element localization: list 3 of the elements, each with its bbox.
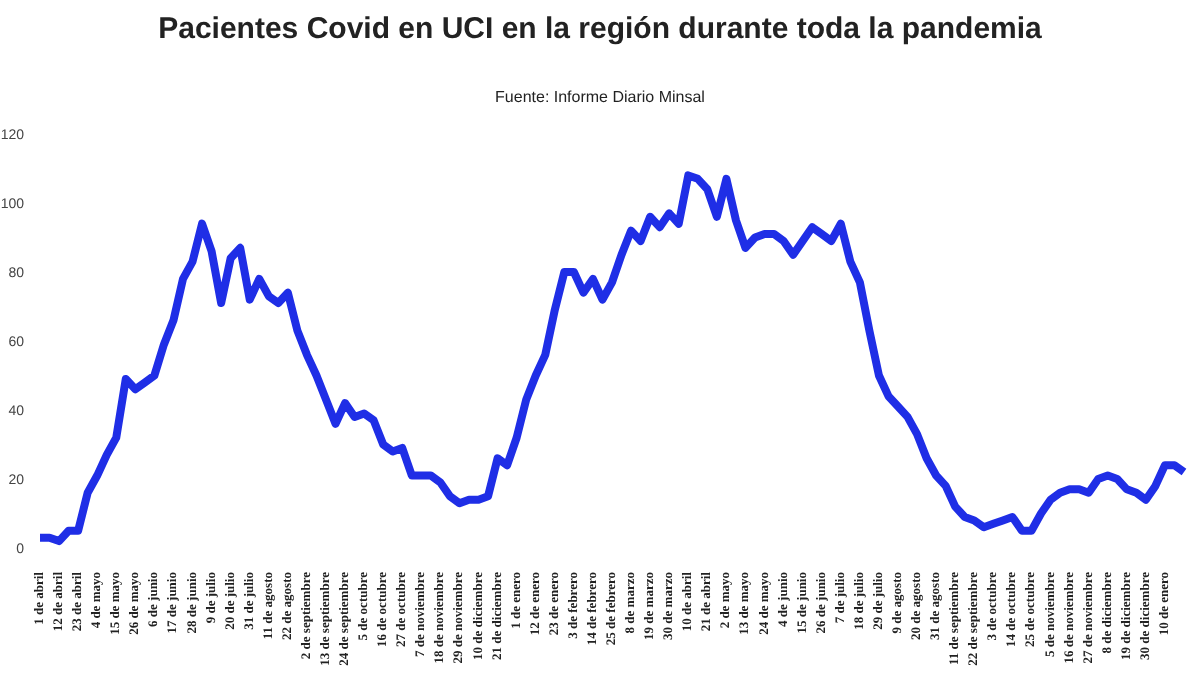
- chart-title: Pacientes Covid en UCI en la región durante toda la pandemia: [156, 12, 1044, 46]
- chart-subtitle: Fuente: Informe Diario Minsal: [493, 88, 707, 106]
- line-series: [36, 171, 1188, 546]
